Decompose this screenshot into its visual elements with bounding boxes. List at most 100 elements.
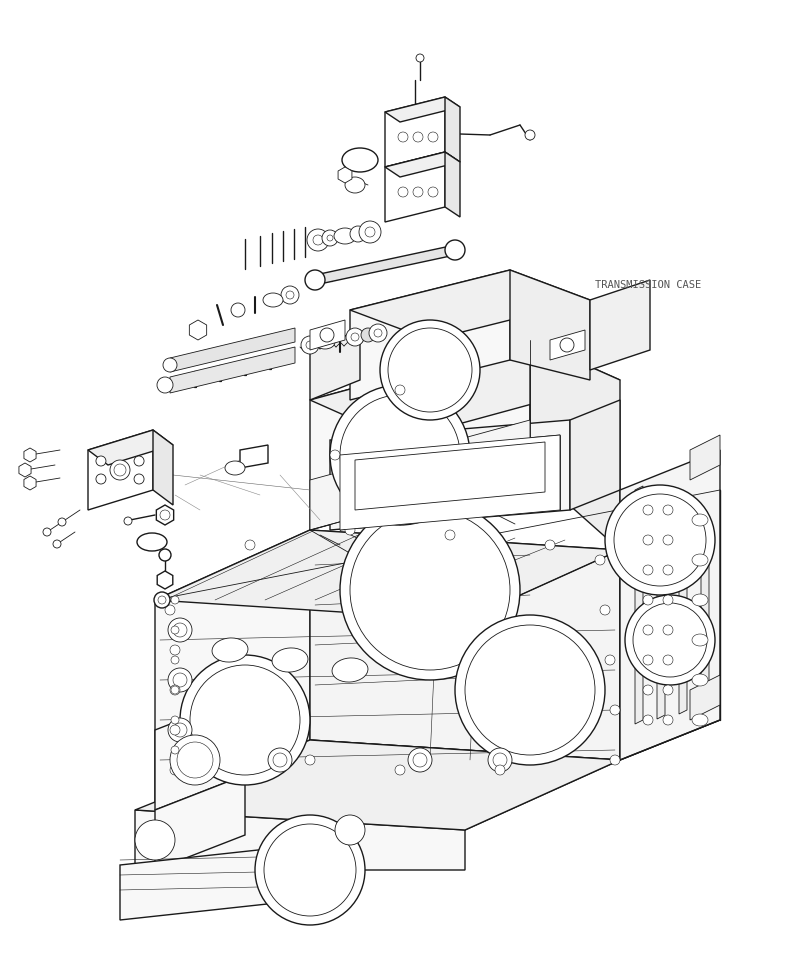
Circle shape <box>340 395 460 515</box>
Polygon shape <box>657 496 665 719</box>
Circle shape <box>320 328 334 342</box>
Circle shape <box>445 240 465 260</box>
Circle shape <box>398 132 408 142</box>
Ellipse shape <box>320 339 330 345</box>
Circle shape <box>633 603 707 677</box>
Polygon shape <box>620 450 720 760</box>
Polygon shape <box>690 675 720 720</box>
Ellipse shape <box>692 714 708 726</box>
Circle shape <box>25 450 35 460</box>
Circle shape <box>595 555 605 565</box>
Circle shape <box>245 540 255 550</box>
Polygon shape <box>155 775 245 870</box>
Circle shape <box>625 595 715 685</box>
Polygon shape <box>24 448 36 462</box>
Circle shape <box>135 820 175 860</box>
Polygon shape <box>385 152 460 177</box>
Circle shape <box>255 815 365 925</box>
Polygon shape <box>240 445 268 468</box>
Polygon shape <box>590 280 650 370</box>
Circle shape <box>643 505 653 515</box>
Polygon shape <box>530 340 620 550</box>
Circle shape <box>171 746 179 754</box>
Circle shape <box>231 303 245 317</box>
Circle shape <box>159 549 171 561</box>
Circle shape <box>305 755 315 765</box>
Polygon shape <box>385 152 445 222</box>
Polygon shape <box>135 810 465 870</box>
Circle shape <box>605 485 715 595</box>
Polygon shape <box>120 840 350 920</box>
Ellipse shape <box>212 638 248 662</box>
Circle shape <box>301 336 319 354</box>
Polygon shape <box>330 420 570 530</box>
Circle shape <box>114 464 126 476</box>
Polygon shape <box>350 270 510 400</box>
Circle shape <box>340 500 520 680</box>
Ellipse shape <box>692 674 708 686</box>
Ellipse shape <box>332 658 368 682</box>
Circle shape <box>96 474 106 484</box>
Circle shape <box>663 625 673 635</box>
Circle shape <box>168 668 192 692</box>
Polygon shape <box>189 320 207 340</box>
Polygon shape <box>635 486 643 724</box>
Circle shape <box>643 685 653 695</box>
Ellipse shape <box>334 228 356 244</box>
Circle shape <box>157 377 173 393</box>
Circle shape <box>408 748 432 772</box>
Circle shape <box>351 333 359 341</box>
Circle shape <box>663 595 673 605</box>
Circle shape <box>545 540 555 550</box>
Circle shape <box>134 456 144 466</box>
Polygon shape <box>550 330 585 360</box>
Circle shape <box>305 270 325 290</box>
Circle shape <box>369 324 387 342</box>
Circle shape <box>110 460 130 480</box>
Polygon shape <box>155 530 310 810</box>
Circle shape <box>170 685 180 695</box>
Circle shape <box>322 230 338 246</box>
Ellipse shape <box>263 293 283 307</box>
Circle shape <box>365 227 375 237</box>
Circle shape <box>465 625 595 755</box>
Polygon shape <box>156 505 173 525</box>
Circle shape <box>160 510 170 520</box>
Circle shape <box>525 130 535 140</box>
Circle shape <box>643 565 653 575</box>
Circle shape <box>663 535 673 545</box>
Circle shape <box>614 494 706 586</box>
Circle shape <box>428 187 438 197</box>
Circle shape <box>380 320 480 420</box>
Circle shape <box>455 615 605 765</box>
Circle shape <box>171 596 179 604</box>
Circle shape <box>171 656 179 664</box>
Circle shape <box>413 187 423 197</box>
Circle shape <box>25 478 35 488</box>
Circle shape <box>350 510 510 670</box>
Circle shape <box>495 765 505 775</box>
Polygon shape <box>701 516 709 709</box>
Circle shape <box>273 753 287 767</box>
Circle shape <box>395 385 405 395</box>
Circle shape <box>313 235 323 245</box>
Circle shape <box>643 715 653 725</box>
Polygon shape <box>340 435 560 530</box>
Circle shape <box>180 655 310 785</box>
Ellipse shape <box>342 148 378 172</box>
Circle shape <box>158 596 166 604</box>
Circle shape <box>171 626 179 634</box>
Polygon shape <box>310 330 360 400</box>
Circle shape <box>124 517 132 525</box>
Polygon shape <box>88 430 153 510</box>
Circle shape <box>330 450 340 460</box>
Circle shape <box>610 705 620 715</box>
Circle shape <box>173 623 187 637</box>
Polygon shape <box>338 167 352 183</box>
Circle shape <box>173 673 187 687</box>
Polygon shape <box>355 442 545 510</box>
Circle shape <box>20 465 30 475</box>
Circle shape <box>361 328 375 342</box>
Circle shape <box>281 286 299 304</box>
Circle shape <box>58 518 66 526</box>
